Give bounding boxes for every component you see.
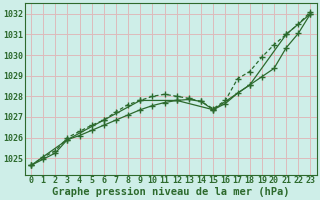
X-axis label: Graphe pression niveau de la mer (hPa): Graphe pression niveau de la mer (hPa)	[52, 186, 290, 197]
